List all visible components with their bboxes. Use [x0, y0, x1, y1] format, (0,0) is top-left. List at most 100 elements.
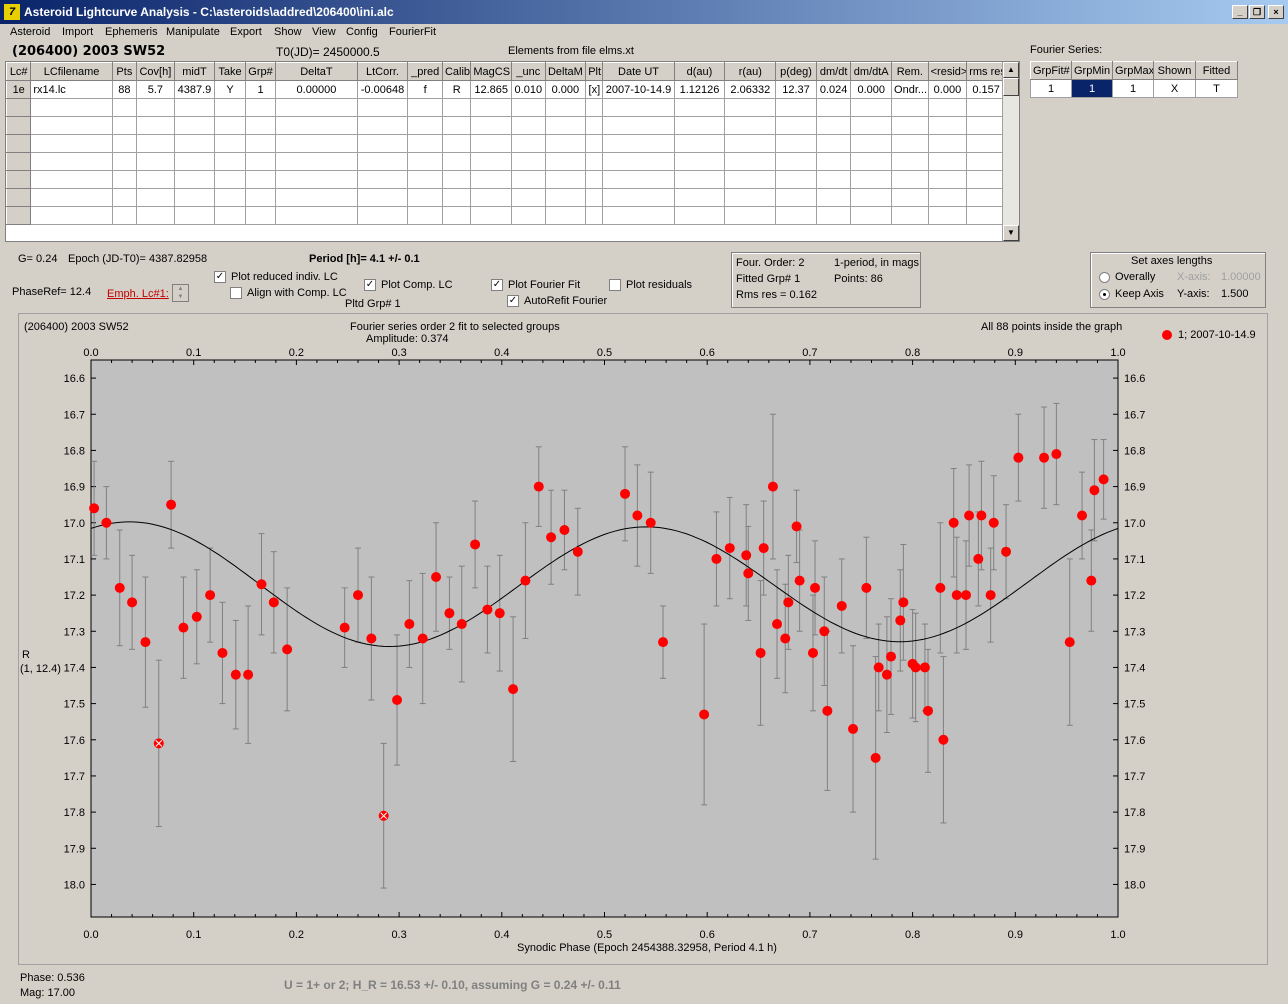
data-point[interactable]: [366, 633, 377, 644]
plot-fourier-check-icon[interactable]: ✓: [491, 279, 503, 292]
data-point[interactable]: [127, 597, 138, 608]
data-point[interactable]: [1013, 452, 1024, 463]
data-point[interactable]: [1064, 637, 1075, 648]
data-point[interactable]: [620, 488, 631, 499]
data-point[interactable]: [1051, 449, 1062, 460]
align-comp-check-icon[interactable]: [230, 287, 242, 300]
menu-manipulate[interactable]: Manipulate: [166, 26, 220, 38]
data-point[interactable]: [268, 597, 279, 608]
data-point[interactable]: [392, 694, 403, 705]
data-point[interactable]: [794, 575, 805, 586]
data-point[interactable]: [711, 553, 722, 564]
table-cell[interactable]: 1.12126: [673, 80, 726, 99]
plot-reduced-checkbox[interactable]: ✓ Plot reduced indiv. LC: [214, 271, 338, 284]
data-point[interactable]: [919, 662, 930, 673]
data-point[interactable]: [114, 582, 125, 593]
lc-col-header[interactable]: Rem.: [891, 62, 929, 81]
table-cell[interactable]: [356, 206, 409, 225]
autorefit-checkbox[interactable]: ✓ AutoRefit Fourier: [507, 295, 608, 308]
x-axis-value[interactable]: 1.00000: [1221, 271, 1261, 283]
row-header[interactable]: 1e: [6, 80, 32, 99]
menu-asteroid[interactable]: Asteroid: [10, 26, 51, 38]
data-point[interactable]: [101, 517, 112, 528]
table-cell[interactable]: [724, 206, 777, 225]
data-point[interactable]: [1039, 452, 1050, 463]
data-point[interactable]: [881, 669, 892, 680]
data-point[interactable]: [89, 503, 100, 514]
lc-col-header[interactable]: DeltaT: [275, 62, 358, 81]
keep-axis-radio-icon[interactable]: [1099, 288, 1110, 300]
menu-ephemeris[interactable]: Ephemeris: [105, 26, 158, 38]
data-point[interactable]: [339, 622, 350, 633]
data-point[interactable]: [861, 582, 872, 593]
lc-col-header[interactable]: r(au): [724, 62, 777, 81]
data-point[interactable]: [780, 633, 791, 644]
data-point[interactable]: [546, 532, 557, 543]
data-point[interactable]: [417, 633, 428, 644]
lc-col-header[interactable]: p(deg): [775, 62, 817, 81]
minimize-button[interactable]: _: [1232, 5, 1248, 19]
data-point[interactable]: [353, 590, 364, 601]
data-point[interactable]: [1089, 485, 1100, 496]
data-point[interactable]: [282, 644, 293, 655]
data-point[interactable]: [948, 517, 959, 528]
fs-col-header[interactable]: GrpMin: [1071, 61, 1113, 80]
table-cell[interactable]: 2.06332: [724, 80, 777, 99]
table-scrollbar[interactable]: ▲ ▼: [1002, 62, 1019, 241]
lc-col-header[interactable]: LCfilename: [30, 62, 113, 81]
data-point[interactable]: [791, 521, 802, 532]
data-point[interactable]: [886, 651, 897, 662]
y-axis-value[interactable]: 1.500: [1221, 288, 1249, 300]
data-point[interactable]: [822, 705, 833, 716]
table-cell[interactable]: [850, 206, 893, 225]
table-cell[interactable]: [470, 206, 513, 225]
data-point[interactable]: [166, 499, 177, 510]
data-point[interactable]: [559, 524, 570, 535]
data-point[interactable]: [873, 662, 884, 673]
overally-radio[interactable]: Overally: [1099, 271, 1155, 283]
lc-col-header[interactable]: Pts: [111, 62, 138, 81]
data-point[interactable]: [431, 572, 442, 583]
keep-axis-radio[interactable]: Keep Axis: [1099, 288, 1164, 300]
data-point[interactable]: [191, 611, 202, 622]
data-point[interactable]: [758, 543, 769, 554]
scroll-down-icon[interactable]: ▼: [1003, 225, 1019, 241]
lc-col-header[interactable]: dm/dtA: [850, 62, 893, 81]
data-point[interactable]: [976, 510, 987, 521]
table-cell[interactable]: [111, 206, 138, 225]
row-header[interactable]: [6, 152, 32, 171]
lc-col-header[interactable]: Plt: [585, 62, 604, 81]
align-comp-checkbox[interactable]: Align with Comp. LC: [230, 287, 347, 300]
data-point[interactable]: [870, 752, 881, 763]
lc-col-header[interactable]: Lc#: [6, 62, 32, 81]
lc-col-header[interactable]: Calib: [441, 62, 472, 81]
data-point[interactable]: [819, 626, 830, 637]
data-point[interactable]: [898, 597, 909, 608]
data-point[interactable]: [1098, 474, 1109, 485]
data-point[interactable]: [1001, 546, 1012, 557]
table-cell[interactable]: 1: [1071, 79, 1113, 98]
table-cell[interactable]: -0.00648: [356, 80, 409, 99]
table-cell[interactable]: [585, 206, 604, 225]
data-point[interactable]: [783, 597, 794, 608]
data-point[interactable]: [741, 550, 752, 561]
lc-col-header[interactable]: DeltaM: [544, 62, 587, 81]
data-point[interactable]: [810, 582, 821, 593]
data-point[interactable]: [456, 619, 467, 630]
data-point[interactable]: [772, 619, 783, 630]
table-cell[interactable]: 0.157: [966, 80, 1006, 99]
data-point[interactable]: [973, 553, 984, 564]
data-point[interactable]: [964, 510, 975, 521]
menu-export[interactable]: Export: [230, 26, 262, 38]
data-point[interactable]: [520, 575, 531, 586]
table-cell[interactable]: [244, 206, 277, 225]
lc-col-header[interactable]: midT: [173, 62, 216, 81]
menu-fourierfit[interactable]: FourierFit: [389, 26, 437, 38]
lc-col-header[interactable]: MagCS: [470, 62, 513, 81]
data-point[interactable]: [895, 615, 906, 626]
table-cell[interactable]: 0.000: [927, 80, 968, 99]
lc-col-header[interactable]: Cov[h]: [136, 62, 175, 81]
data-point[interactable]: [1086, 575, 1097, 586]
table-cell[interactable]: [x]: [585, 80, 604, 99]
